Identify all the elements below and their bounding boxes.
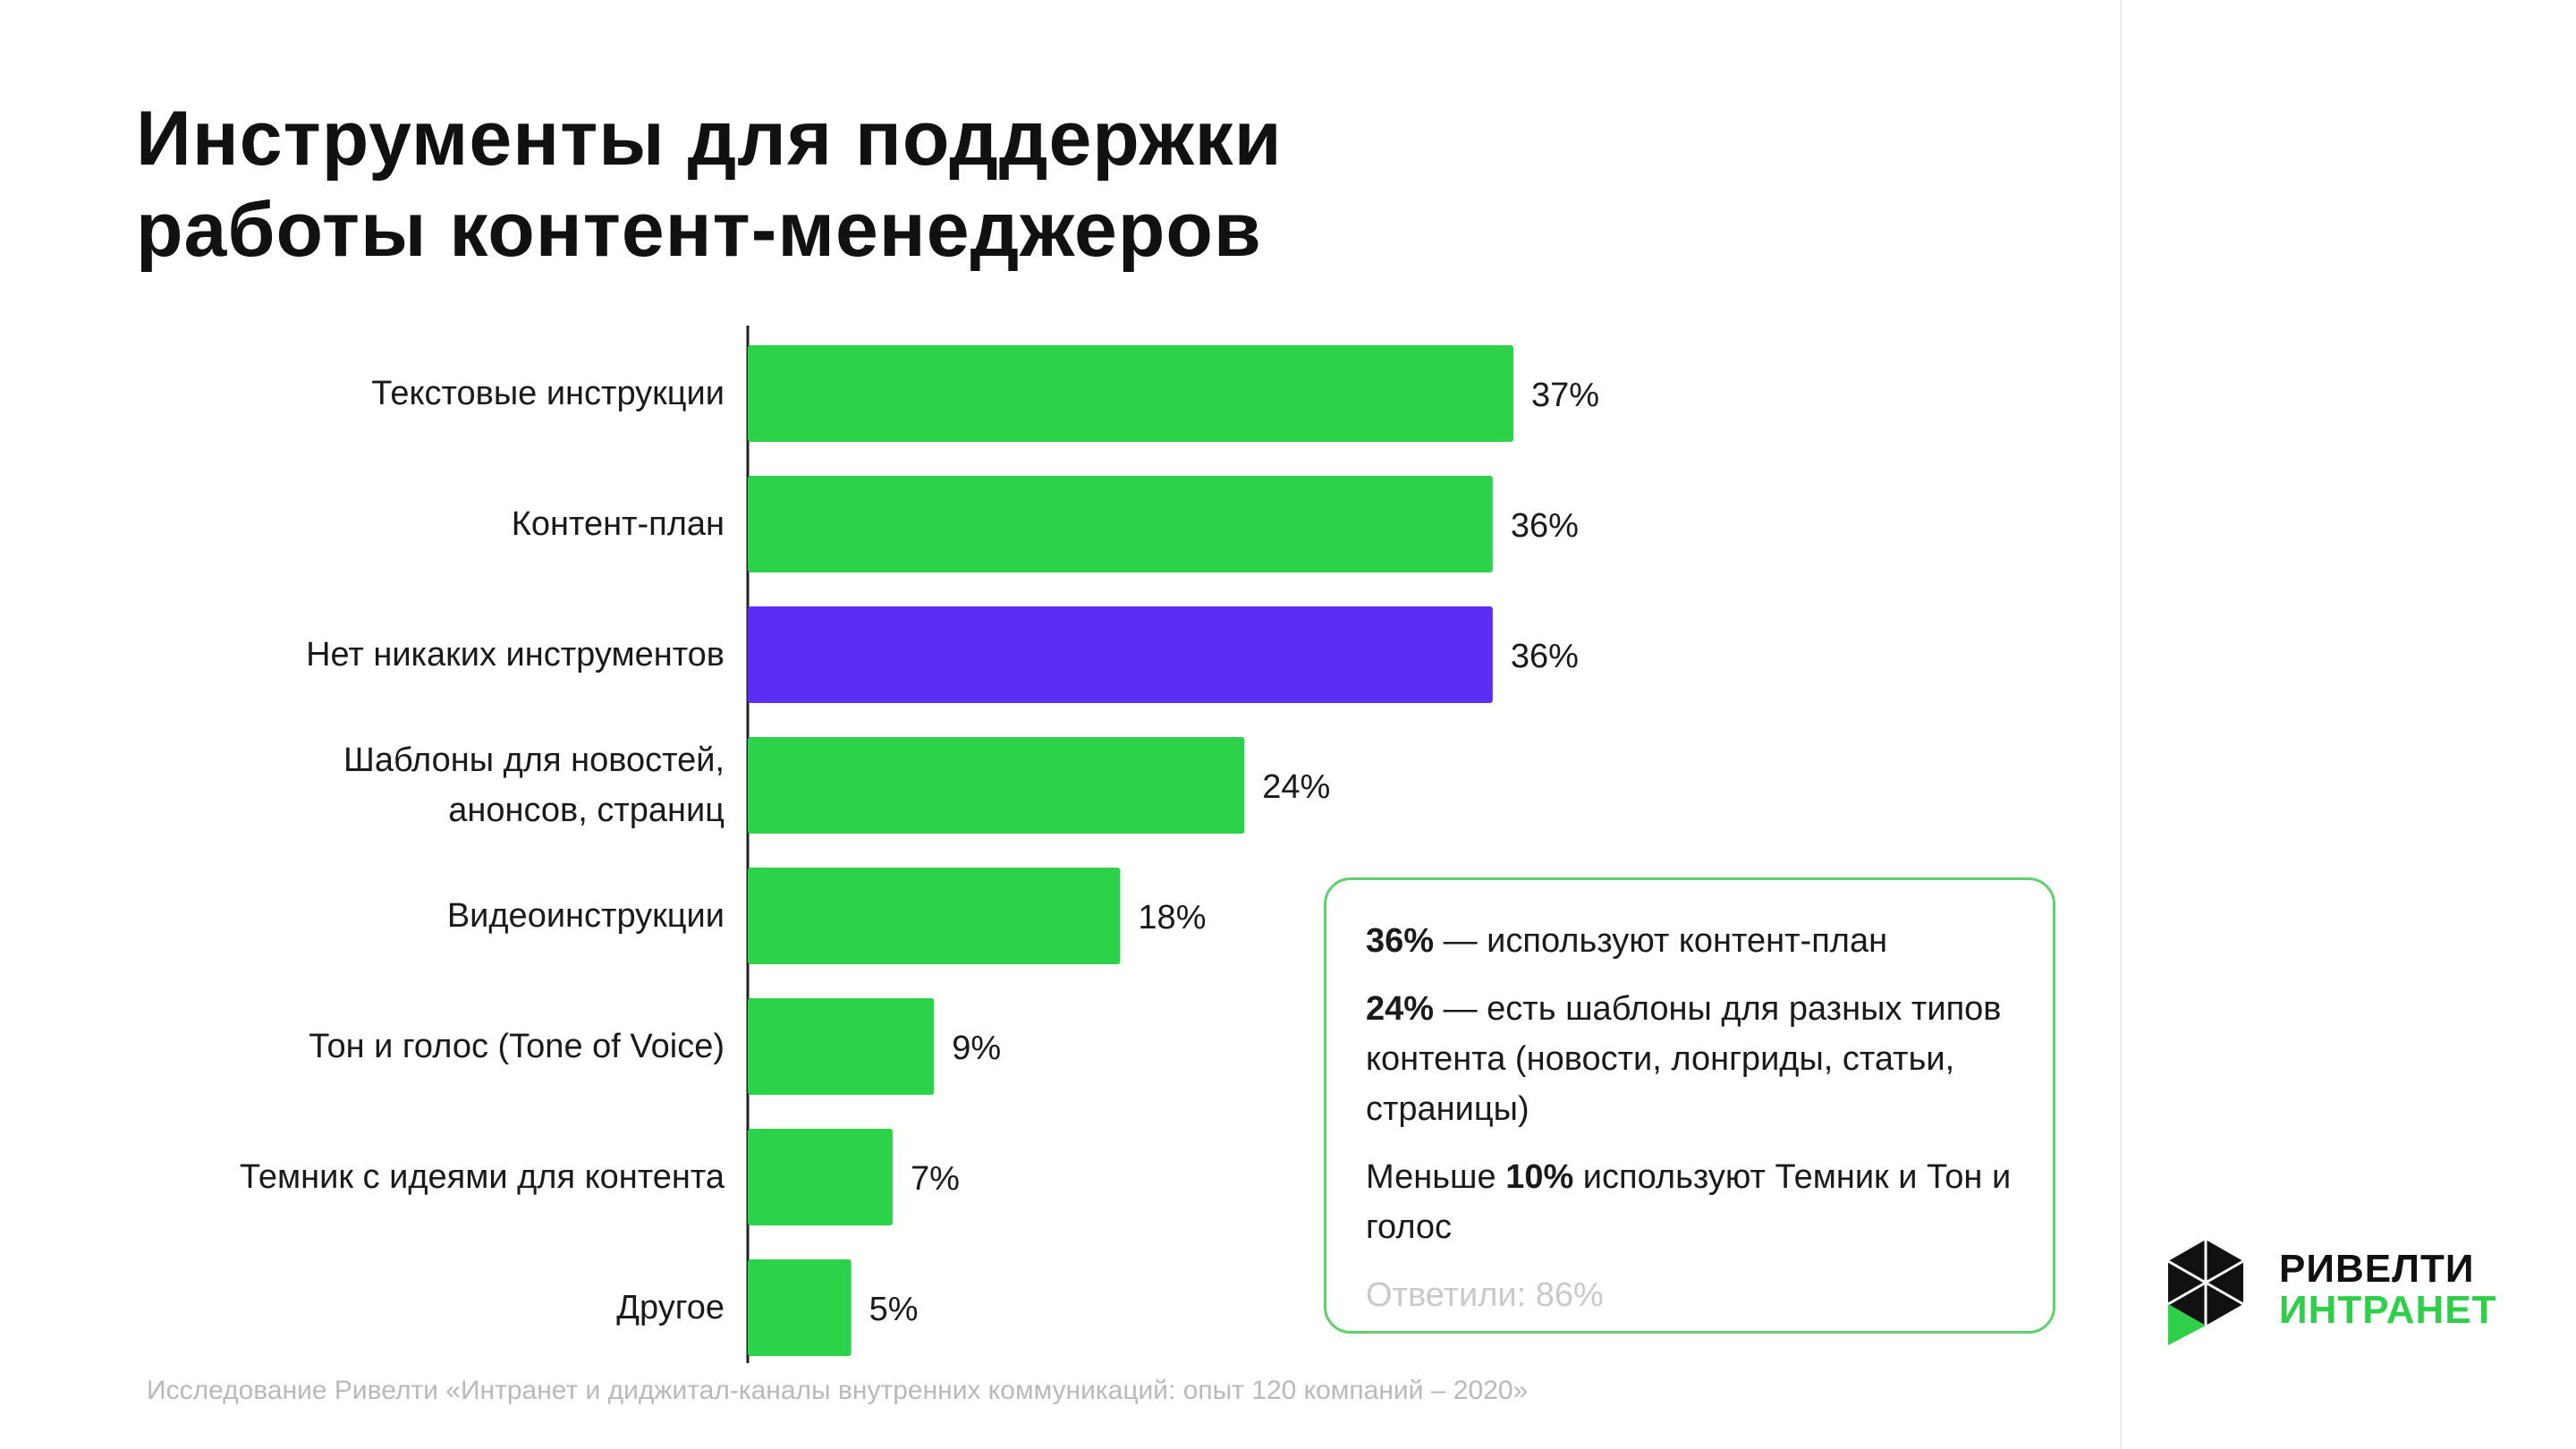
logo-line-1: РИВЕЛТИ bbox=[2279, 1247, 2475, 1291]
title-line-2: работы контент-менеджеров bbox=[136, 187, 1262, 273]
bar-7 bbox=[748, 1129, 893, 1225]
category-label-5: Видеоинструкции bbox=[447, 897, 724, 935]
bar-5 bbox=[748, 868, 1121, 964]
category-label-8: Другое bbox=[616, 1289, 724, 1326]
category-label-1: Текстовые инструкции bbox=[371, 375, 724, 412]
value-label-6: 9% bbox=[952, 1030, 1001, 1067]
callout-item-3: Меньше 10% используют Темник и Тон и гол… bbox=[1366, 1152, 2013, 1252]
callout-item-1: 36% — используют контент-план bbox=[1366, 916, 2013, 966]
logo-wordmark: РИВЕЛТИ ИНТРАНЕТ bbox=[2279, 1249, 2497, 1331]
value-label-5: 18% bbox=[1138, 899, 1206, 936]
callout-item-1-text: — используют контент-план bbox=[1434, 922, 1888, 960]
bar-8 bbox=[748, 1259, 852, 1356]
callout-item-2: 24% — есть шаблоны для разных типов конт… bbox=[1366, 984, 2013, 1134]
title-line-1: Инструменты для поддержки bbox=[136, 96, 1283, 182]
value-label-7: 7% bbox=[911, 1160, 960, 1198]
category-label-3: Нет никаких инструментов bbox=[306, 636, 724, 674]
category-label-6: Тон и голос (Tone of Voice) bbox=[309, 1028, 724, 1065]
page-title: Инструменты для поддержки работы контент… bbox=[136, 93, 2014, 275]
callout-item-3-value: 10% bbox=[1505, 1158, 1574, 1196]
summary-callout: 36% — используют контент-план 24% — есть… bbox=[1324, 877, 2055, 1334]
value-label-4: 24% bbox=[1262, 768, 1330, 806]
bar-2 bbox=[748, 476, 1493, 572]
bar-3 bbox=[748, 606, 1493, 703]
callout-item-3-pre: Меньше bbox=[1366, 1158, 1506, 1196]
brand-logo: РИВЕЛТИ ИНТРАНЕТ bbox=[2165, 1233, 2540, 1358]
bar-4 bbox=[748, 737, 1245, 834]
vertical-divider bbox=[2120, 0, 2122, 1449]
callout-item-2-value: 24% bbox=[1366, 990, 1435, 1028]
callout-answered: Ответили: 86% bbox=[1366, 1276, 1604, 1314]
callout-item-1-value: 36% bbox=[1366, 922, 1435, 960]
value-label-2: 36% bbox=[1511, 507, 1579, 545]
callout-item-2-text: — есть шаблоны для разных типов контента… bbox=[1366, 990, 2002, 1128]
category-label-4-line-1: Шаблоны для новостей, bbox=[343, 741, 724, 779]
category-label-2: Контент-план bbox=[512, 505, 724, 543]
category-label-7: Темник с идеями для контента bbox=[240, 1158, 725, 1196]
value-label-1: 37% bbox=[1531, 377, 1599, 414]
category-label-4-line-2: анонсов, страниц bbox=[448, 792, 724, 829]
source-footnote: Исследование Ривелти «Интранет и диджита… bbox=[147, 1376, 1529, 1405]
value-label-8: 5% bbox=[869, 1291, 919, 1328]
bar-1 bbox=[748, 345, 1513, 442]
callout-item-3-post: используют Темник и Тон и голос bbox=[1366, 1158, 2012, 1246]
value-label-3: 36% bbox=[1511, 638, 1579, 675]
logo-line-2: ИНТРАНЕТ bbox=[2279, 1288, 2497, 1332]
bar-6 bbox=[748, 998, 935, 1095]
hexagon-logo-icon bbox=[2167, 1240, 2244, 1345]
